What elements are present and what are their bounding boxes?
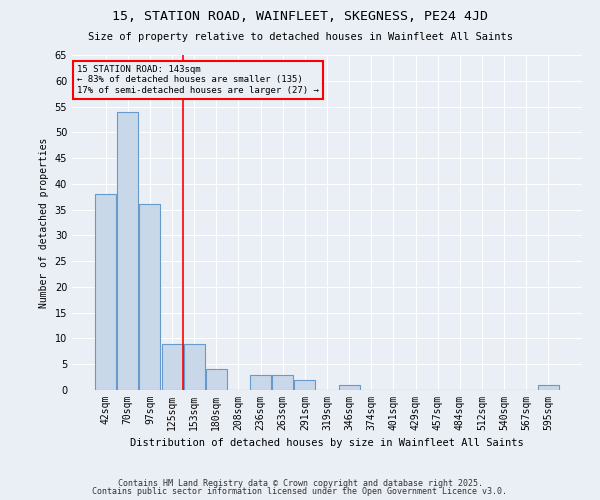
- Bar: [250, 374, 271, 390]
- Bar: [338, 385, 359, 390]
- Bar: [538, 385, 559, 390]
- Text: 15 STATION ROAD: 143sqm
← 83% of detached houses are smaller (135)
17% of semi-d: 15 STATION ROAD: 143sqm ← 83% of detache…: [77, 65, 319, 95]
- Text: 15, STATION ROAD, WAINFLEET, SKEGNESS, PE24 4JD: 15, STATION ROAD, WAINFLEET, SKEGNESS, P…: [112, 10, 488, 23]
- Bar: [206, 370, 227, 390]
- Bar: [184, 344, 205, 390]
- Text: Contains public sector information licensed under the Open Government Licence v3: Contains public sector information licen…: [92, 487, 508, 496]
- Bar: [295, 380, 316, 390]
- Bar: [272, 374, 293, 390]
- Bar: [139, 204, 160, 390]
- Bar: [161, 344, 182, 390]
- X-axis label: Distribution of detached houses by size in Wainfleet All Saints: Distribution of detached houses by size …: [130, 438, 524, 448]
- Bar: [118, 112, 139, 390]
- Text: Size of property relative to detached houses in Wainfleet All Saints: Size of property relative to detached ho…: [88, 32, 512, 42]
- Y-axis label: Number of detached properties: Number of detached properties: [39, 138, 49, 308]
- Text: Contains HM Land Registry data © Crown copyright and database right 2025.: Contains HM Land Registry data © Crown c…: [118, 478, 482, 488]
- Bar: [95, 194, 116, 390]
